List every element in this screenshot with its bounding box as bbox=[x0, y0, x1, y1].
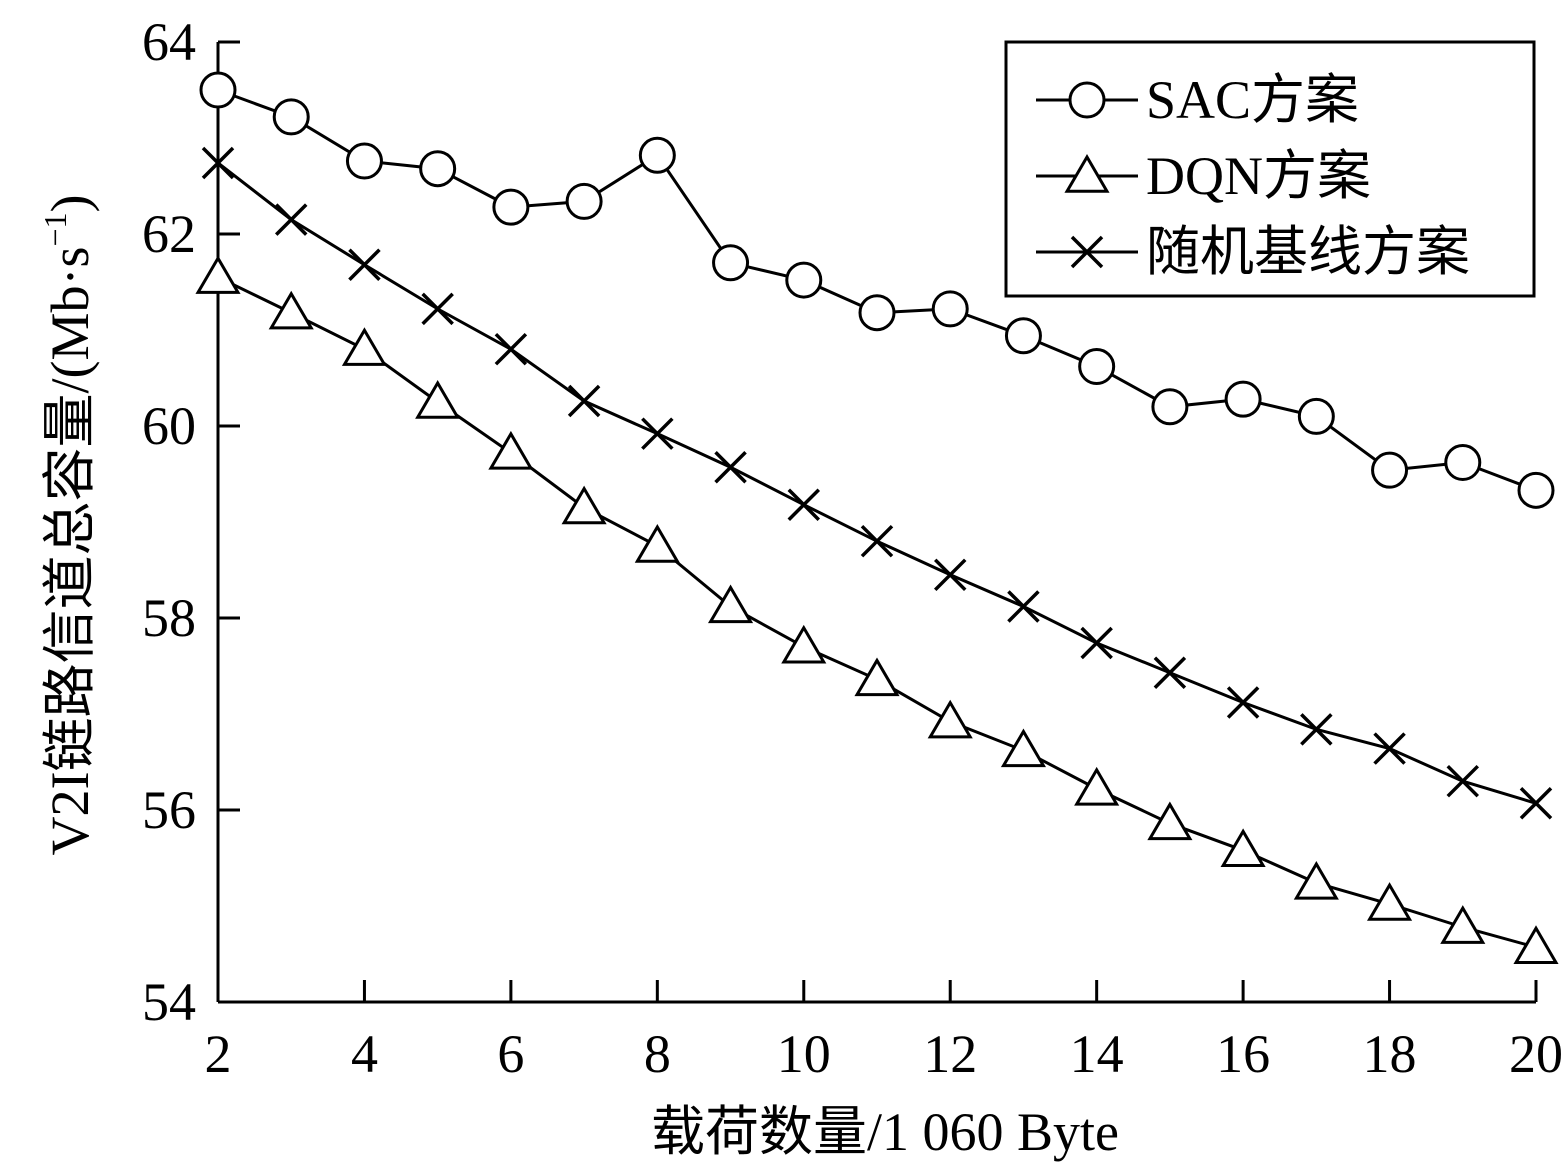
data-point-triangle bbox=[561, 485, 607, 525]
data-point-circle bbox=[1004, 317, 1042, 355]
data-point-circle bbox=[1517, 471, 1555, 509]
data-point-triangle bbox=[707, 584, 754, 624]
data-point-x bbox=[787, 488, 821, 521]
data-point-circle bbox=[638, 136, 676, 174]
data-point-circle bbox=[1371, 451, 1409, 489]
legend-marker-x bbox=[1070, 235, 1104, 269]
data-point-x bbox=[933, 558, 967, 592]
legend-entry: 随机基线方案 bbox=[1036, 222, 1470, 282]
y-tick-label: 60 bbox=[142, 396, 196, 456]
legend-label: 随机基线方案 bbox=[1146, 222, 1470, 282]
data-point-triangle bbox=[1220, 828, 1266, 868]
data-point-circle bbox=[858, 294, 896, 332]
data-point-circle bbox=[272, 98, 310, 136]
data-point-triangle bbox=[1147, 801, 1193, 841]
data-point-triangle bbox=[415, 380, 461, 419]
y-ticks: 54 56 58 60 62 64 bbox=[142, 12, 240, 1032]
legend-label: DQN方案 bbox=[1146, 146, 1371, 206]
legend-entry: SAC方案 bbox=[1036, 70, 1359, 130]
data-point-x bbox=[714, 451, 747, 484]
x-tick-label: 8 bbox=[644, 1024, 671, 1084]
data-point-x bbox=[567, 384, 601, 418]
legend-marker-circle bbox=[1068, 81, 1106, 119]
data-point-triangle bbox=[1366, 882, 1413, 921]
data-point-x bbox=[1519, 787, 1553, 820]
data-point-triangle bbox=[781, 624, 827, 664]
data-point-circle bbox=[1078, 347, 1116, 385]
series-group bbox=[195, 71, 1559, 964]
data-point-circle bbox=[785, 261, 823, 299]
data-point-x bbox=[348, 248, 381, 281]
data-point-triangle bbox=[927, 699, 973, 739]
x-tick-label: 18 bbox=[1363, 1024, 1417, 1084]
x-tick-label: 12 bbox=[923, 1024, 977, 1084]
data-point-triangle bbox=[1074, 766, 1120, 806]
y-axis-label-close: ) bbox=[40, 194, 100, 212]
legend-label: SAC方案 bbox=[1146, 70, 1359, 130]
data-point-x bbox=[641, 417, 674, 450]
data-point-triangle bbox=[1293, 860, 1339, 900]
axes bbox=[216, 42, 1536, 1004]
y-axis-label-superscript: −1 bbox=[37, 212, 73, 246]
data-point-circle bbox=[345, 142, 383, 180]
x-tick-label: 6 bbox=[497, 1024, 524, 1084]
data-point-triangle bbox=[1000, 728, 1047, 768]
y-axis-label: V2I链路信道总容量/(Mb·s−1) bbox=[37, 194, 100, 855]
data-point-x bbox=[1226, 686, 1260, 719]
x-tick-label: 10 bbox=[777, 1024, 831, 1084]
data-point-x bbox=[1300, 713, 1333, 746]
data-point-circle bbox=[931, 290, 969, 328]
data-point-triangle bbox=[1440, 905, 1486, 944]
legend-marker-triangle bbox=[1064, 154, 1110, 193]
data-point-circle bbox=[1444, 443, 1482, 481]
series-circle bbox=[199, 71, 1555, 509]
y-tick-label: 62 bbox=[142, 204, 196, 264]
data-point-x bbox=[1153, 656, 1187, 689]
data-point-x bbox=[1373, 732, 1406, 765]
x-tick-label: 16 bbox=[1216, 1024, 1270, 1084]
x-tick-label: 2 bbox=[205, 1024, 232, 1084]
y-axis-label-main: V2I链路信道总容量/(Mb·s bbox=[40, 247, 100, 856]
y-tick-label: 64 bbox=[142, 12, 196, 72]
data-point-circle bbox=[419, 150, 457, 188]
series-line-triangle bbox=[217, 275, 1537, 949]
x-tick-label: 4 bbox=[351, 1024, 378, 1084]
x-axis-label: 载荷数量/1 060 Byte bbox=[651, 1102, 1119, 1162]
data-point-x bbox=[860, 524, 894, 558]
data-point-triangle bbox=[854, 657, 900, 697]
x-tick-label: 14 bbox=[1070, 1024, 1124, 1084]
data-point-triangle bbox=[341, 327, 388, 366]
data-point-circle bbox=[1151, 388, 1189, 426]
data-point-triangle bbox=[195, 255, 241, 294]
data-point-x bbox=[1080, 626, 1113, 660]
data-point-triangle bbox=[1513, 925, 1559, 964]
data-point-x bbox=[494, 332, 528, 366]
data-point-triangle bbox=[488, 430, 534, 470]
data-point-circle bbox=[712, 244, 750, 282]
data-point-x bbox=[1446, 764, 1480, 798]
y-tick-label: 58 bbox=[142, 588, 196, 648]
data-point-circle bbox=[492, 188, 530, 226]
data-point-triangle bbox=[268, 290, 314, 330]
data-point-x bbox=[274, 203, 308, 236]
y-tick-label: 56 bbox=[142, 780, 196, 840]
x-tick-label: 20 bbox=[1509, 1024, 1563, 1084]
data-point-circle bbox=[565, 182, 603, 220]
legend-entry: DQN方案 bbox=[1036, 146, 1371, 206]
series-x bbox=[201, 146, 1553, 820]
data-point-circle bbox=[199, 71, 237, 109]
x-ticks: 2 4 6 8 10 12 14 16 18 20 bbox=[205, 980, 1563, 1084]
y-tick-label: 54 bbox=[142, 972, 196, 1032]
data-point-x bbox=[421, 292, 454, 326]
data-point-circle bbox=[1224, 380, 1262, 418]
data-point-x bbox=[201, 146, 235, 180]
series-triangle bbox=[195, 255, 1559, 964]
data-point-x bbox=[1007, 590, 1040, 623]
data-point-triangle bbox=[634, 524, 680, 563]
data-point-circle bbox=[1297, 397, 1335, 435]
